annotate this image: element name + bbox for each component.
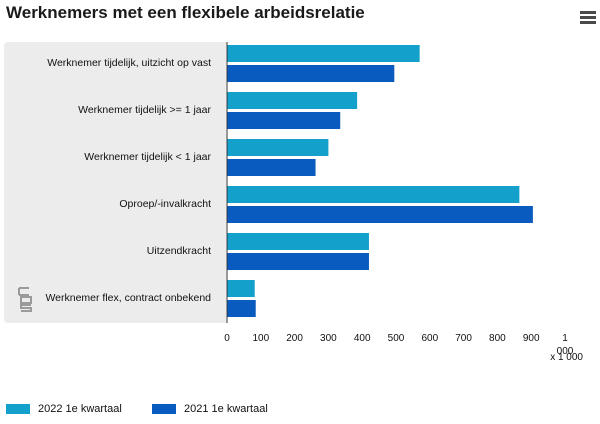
x-tick-label: 900 bbox=[523, 333, 540, 344]
legend-item-2021[interactable]: 2021 1e kwartaal bbox=[152, 403, 268, 415]
hamburger-menu-icon[interactable] bbox=[580, 11, 596, 24]
bar-2021 bbox=[227, 300, 256, 317]
x-tick-label: 800 bbox=[489, 333, 506, 344]
category-label: Werknemer tijdelijk < 1 jaar bbox=[84, 151, 211, 163]
bar-2022 bbox=[227, 45, 420, 62]
bar-2022 bbox=[227, 233, 369, 250]
category-panel bbox=[4, 42, 226, 323]
x-tick-label: 600 bbox=[421, 333, 438, 344]
category-label: Werknemer tijdelijk >= 1 jaar bbox=[78, 104, 211, 116]
bar-2021 bbox=[227, 253, 369, 270]
x-tick-label: 100 bbox=[252, 333, 269, 344]
legend-swatch-2022 bbox=[6, 404, 30, 414]
category-label: Werknemer tijdelijk, uitzicht op vast bbox=[47, 57, 211, 69]
x-tick-label: 0 bbox=[224, 333, 230, 344]
x-tick-label: 1 bbox=[562, 333, 568, 344]
cbs-logo-icon bbox=[18, 287, 32, 312]
x-tick-label: 400 bbox=[354, 333, 371, 344]
bar-2022 bbox=[227, 280, 255, 297]
category-label: Uitzendkracht bbox=[147, 245, 211, 257]
bar-2022 bbox=[227, 186, 520, 203]
legend-label-2021: 2021 1e kwartaal bbox=[184, 403, 268, 415]
category-label: Werknemer flex, contract onbekend bbox=[45, 292, 211, 304]
bar-2021 bbox=[227, 112, 341, 129]
bar-2022 bbox=[227, 92, 358, 109]
bar-2022 bbox=[227, 139, 329, 156]
bar-2021 bbox=[227, 65, 395, 82]
legend-label-2022: 2022 1e kwartaal bbox=[38, 403, 122, 415]
x-tick-label: 200 bbox=[286, 333, 303, 344]
x-axis-unit-label: x 1 000 bbox=[550, 352, 583, 363]
x-tick-label: 700 bbox=[455, 333, 472, 344]
x-tick-label: 300 bbox=[320, 333, 337, 344]
chart-title: Werknemers met een flexibele arbeidsrela… bbox=[6, 3, 365, 22]
category-label: Oproep/-invalkracht bbox=[119, 198, 211, 210]
legend-item-2022[interactable]: 2022 1e kwartaal bbox=[6, 403, 122, 415]
x-tick-label: 000 bbox=[557, 346, 574, 357]
bar-2021 bbox=[227, 206, 533, 223]
bar-2021 bbox=[227, 159, 316, 176]
x-tick-label: 500 bbox=[388, 333, 405, 344]
legend-swatch-2021 bbox=[152, 404, 176, 414]
